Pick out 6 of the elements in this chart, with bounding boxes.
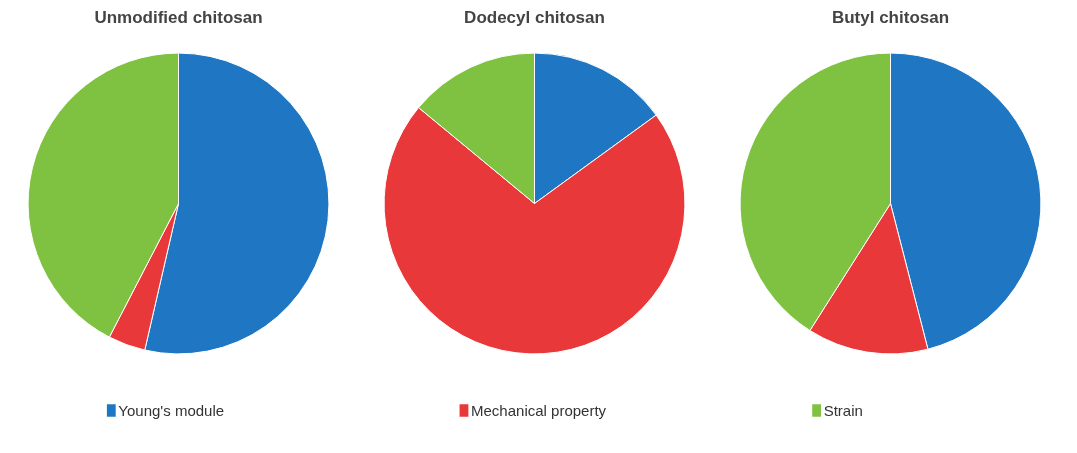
chart-title: Butyl chitosan bbox=[831, 7, 950, 27]
legend-label: Mechanical property bbox=[471, 402, 607, 419]
legend-label: Young's module bbox=[118, 402, 225, 419]
chart-title: Unmodified chitosan bbox=[94, 7, 263, 27]
chart-title: Dodecyl chitosan bbox=[464, 7, 605, 27]
legend-label: Strain bbox=[823, 402, 863, 419]
